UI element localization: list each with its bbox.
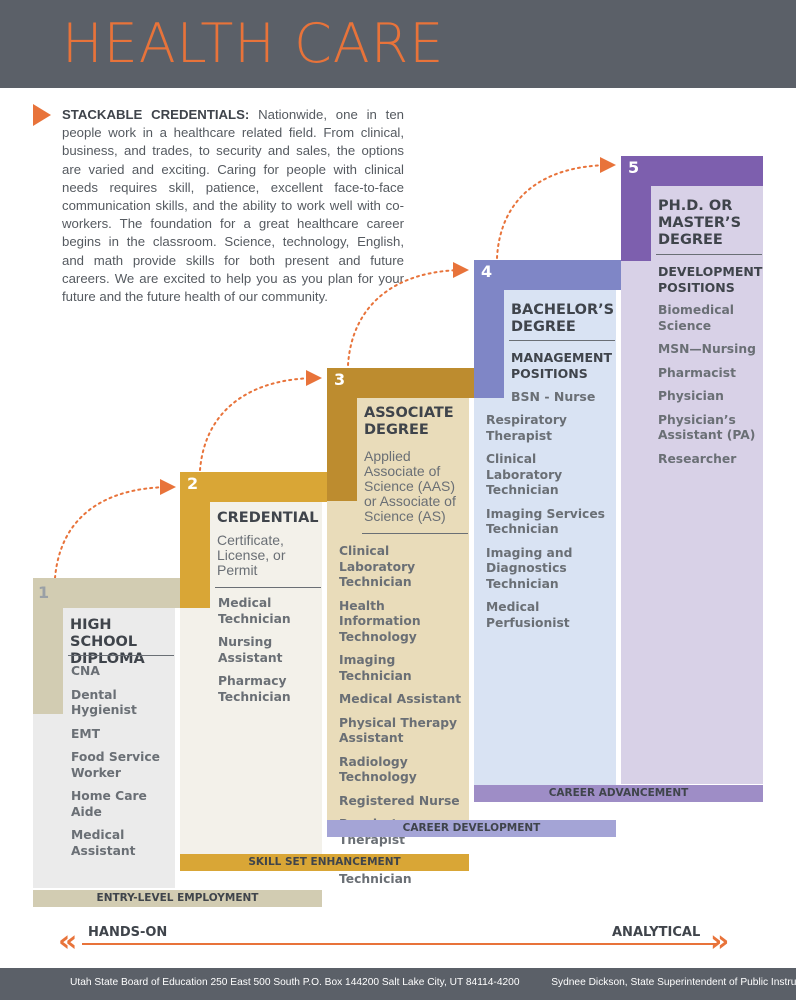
connector-3-4 xyxy=(347,262,469,366)
list-item: Imaging Services Technician xyxy=(486,506,605,537)
step-4-side-bar xyxy=(474,260,504,398)
step-5-list: Biomedical Science MSN—Nursing Pharmacis… xyxy=(658,303,762,475)
footer-bar xyxy=(0,968,796,1000)
header-bar xyxy=(0,0,796,88)
connector-4-5 xyxy=(496,157,616,259)
intro-text: Nationwide, one in ten people work in a … xyxy=(62,107,404,305)
footer-text: Utah State Board of Education 250 East 5… xyxy=(70,977,796,988)
axis-label-left: HANDS-ON xyxy=(88,925,168,940)
list-item: Imaging Technician xyxy=(339,653,412,683)
intro-lead: STACKABLE CREDENTIALS: xyxy=(62,107,250,122)
step-1-footer-bar: ENTRY-LEVEL EMPLOYMENT xyxy=(33,890,322,907)
step-5-divider xyxy=(656,254,762,255)
list-item: Researcher xyxy=(658,451,737,466)
list-item: Nursing Assistant xyxy=(218,635,283,665)
step-2-footer-bar: SKILL SET ENHANCEMENT xyxy=(180,854,469,871)
chevron-left-icon: « xyxy=(58,924,78,959)
step-4-number: 4 xyxy=(481,262,493,281)
list-item: Imaging and Diagnostics Technician xyxy=(486,545,573,591)
list-item: Physician xyxy=(658,389,724,403)
list-item: Medical Assistant xyxy=(71,828,136,858)
step-4-subtitle: MANAGEMENT POSITIONS xyxy=(511,350,613,381)
page-title: HEALTH CARE xyxy=(62,12,445,75)
list-item: Clinical Laboratory Technician xyxy=(486,452,563,497)
list-item: Pharmacist xyxy=(658,365,736,380)
play-arrow-icon xyxy=(33,104,51,126)
step-4-divider xyxy=(509,340,615,341)
step-1-list: CNA Dental Hygienist EMT Food Service Wo… xyxy=(71,664,171,867)
step-3-footer-bar: CAREER DEVELOPMENT xyxy=(327,820,616,837)
step-2-heading: CREDENTIAL xyxy=(217,510,319,526)
step-3-sub: Applied Associate of Science (AAS) or As… xyxy=(364,448,456,524)
list-item: EMT xyxy=(71,726,101,741)
step-2-sub: Certificate, License, or Permit xyxy=(217,532,286,578)
step-5-subtitle: DEVELOPMENT POSITIONS xyxy=(658,264,763,295)
list-item: Dental Hygienist xyxy=(71,687,137,718)
list-item: Physical Therapy Assistant xyxy=(339,715,458,746)
list-item: Pharmacy Technician xyxy=(218,674,291,704)
step-5-heading: PH.D. OR MASTER’S DEGREE xyxy=(658,198,742,248)
list-item: Health Information Technology xyxy=(339,598,421,644)
intro-paragraph: STACKABLE CREDENTIALS: Nationwide, one i… xyxy=(62,106,404,306)
connector-1-2 xyxy=(54,479,176,579)
step-4-sub: BSN - Nurse xyxy=(511,389,596,404)
step-4-list: Respiratory Therapist Clinical Laborator… xyxy=(486,413,616,639)
list-item: Biomedical Science xyxy=(658,303,735,333)
step-1-number: 1 xyxy=(38,583,50,602)
list-item: Medical Assistant xyxy=(339,692,462,706)
axis-line xyxy=(82,943,718,945)
step-2-divider xyxy=(215,587,321,588)
step-5-side-bar xyxy=(621,156,651,261)
step-3-divider xyxy=(362,533,468,534)
step-2-list: Medical Technician Nursing Assistant Pha… xyxy=(218,596,318,713)
step-3-number: 3 xyxy=(334,370,346,389)
step-4-heading: BACHELOR’S DEGREE xyxy=(511,302,615,335)
list-item: Respiratory Therapist xyxy=(486,413,567,443)
step-3-list: Clinical Laboratory Technician Health In… xyxy=(339,544,469,895)
list-item: Physician’s Assistant (PA) xyxy=(658,412,756,443)
list-item: Registered Nurse xyxy=(339,793,460,808)
step-5-number: 5 xyxy=(628,158,640,177)
list-item: CNA xyxy=(71,664,100,678)
step-2-number: 2 xyxy=(187,474,199,493)
chevron-right-icon: » xyxy=(710,924,730,959)
step-3-side-bar xyxy=(327,368,357,501)
list-item: MSN—Nursing xyxy=(658,342,756,356)
step-3-heading: ASSOCIATE DEGREE xyxy=(364,405,454,438)
step-2-side-bar xyxy=(180,472,210,608)
axis-label-right: ANALYTICAL xyxy=(612,925,701,940)
step-4-footer-bar: CAREER ADVANCEMENT xyxy=(474,785,763,802)
list-item: Medical Perfusionist xyxy=(486,600,570,630)
list-item: Medical Technician xyxy=(218,596,291,626)
footer-org: Utah State Board of Education 250 East 5… xyxy=(70,977,520,988)
footer-official: Sydnee Dickson, State Superintendent of … xyxy=(551,977,796,988)
list-item: Radiology Technology xyxy=(339,754,417,785)
list-item: Food Service Worker xyxy=(71,750,161,780)
step-1-divider xyxy=(68,655,174,656)
list-item: Home Care Aide xyxy=(71,789,147,819)
step-1-side-bar xyxy=(33,578,63,714)
list-item: Clinical Laboratory Technician xyxy=(339,544,416,589)
connector-2-3 xyxy=(199,370,322,471)
step-1-heading: HIGH SCHOOL DIPLOMA xyxy=(70,617,145,667)
